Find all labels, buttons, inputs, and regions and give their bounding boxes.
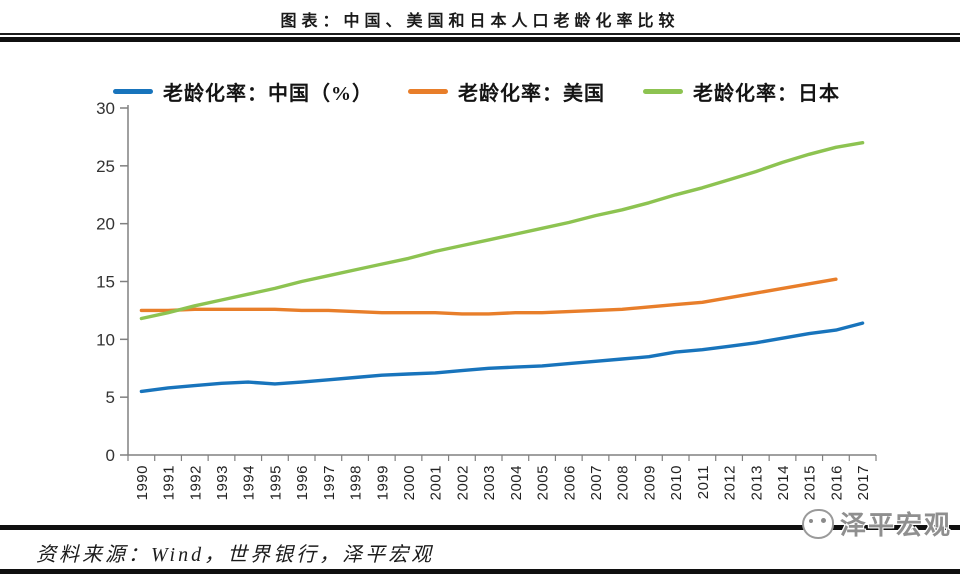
svg-text:1999: 1999 [374, 465, 391, 500]
svg-text:1992: 1992 [187, 465, 204, 500]
svg-text:1998: 1998 [348, 465, 365, 500]
legend-swatch-japan-icon [643, 88, 683, 94]
footer-divider-bottom [0, 569, 960, 574]
svg-text:2011: 2011 [695, 465, 712, 499]
legend-swatch-china-icon [113, 88, 153, 94]
svg-text:2005: 2005 [535, 465, 552, 500]
svg-text:2017: 2017 [855, 465, 872, 500]
svg-text:1996: 1996 [294, 465, 311, 500]
svg-text:2013: 2013 [748, 465, 765, 500]
svg-text:2016: 2016 [828, 465, 845, 500]
svg-text:1997: 1997 [321, 465, 338, 500]
svg-text:2010: 2010 [668, 465, 685, 500]
legend-item-us: 老龄化率：美国 [408, 79, 605, 105]
svg-text:2015: 2015 [802, 465, 819, 500]
svg-text:5: 5 [106, 388, 115, 407]
svg-text:2001: 2001 [428, 465, 445, 500]
svg-text:2003: 2003 [481, 465, 498, 500]
watermark-logo-icon [801, 508, 834, 539]
svg-text:2002: 2002 [454, 465, 471, 500]
watermark: 泽平宏观 [801, 505, 952, 542]
svg-text:2006: 2006 [561, 465, 578, 500]
line-chart: 0 5 10 15 20 25 30 1990 1991 1992 1993 1994 1995 1996… [96, 100, 877, 500]
legend-label-china: 老龄化率：中国（%） [163, 82, 373, 105]
svg-text:1990: 1990 [134, 465, 151, 500]
source-text: 资料来源：Wind，世界银行，泽平宏观 [36, 544, 435, 566]
svg-text:2000: 2000 [401, 465, 418, 500]
page-title: 图表：中国、美国和日本人口老龄化率比较 [280, 13, 680, 30]
svg-text:2007: 2007 [588, 465, 605, 500]
legend-label-japan: 老龄化率：日本 [693, 82, 840, 105]
svg-text:1994: 1994 [241, 465, 258, 500]
title-divider-thick [0, 37, 960, 42]
svg-text:2008: 2008 [615, 465, 632, 500]
svg-text:0: 0 [106, 446, 115, 465]
legend-label-us: 老龄化率：美国 [458, 82, 605, 105]
legend-swatch-us-icon [408, 88, 448, 94]
svg-text:10: 10 [96, 330, 115, 349]
svg-text:2012: 2012 [722, 465, 739, 500]
legend-item-japan: 老龄化率：日本 [643, 79, 840, 105]
svg-text:2004: 2004 [508, 465, 525, 500]
svg-text:1995: 1995 [267, 465, 284, 500]
title-divider-thin [0, 33, 960, 35]
svg-text:2014: 2014 [775, 465, 792, 500]
svg-text:20: 20 [96, 215, 115, 234]
svg-text:1993: 1993 [214, 465, 231, 500]
footer-divider-top [0, 525, 960, 530]
svg-text:25: 25 [96, 157, 115, 176]
svg-text:2009: 2009 [641, 465, 658, 500]
legend-item-china: 老龄化率：中国（%） [113, 79, 373, 105]
svg-text:1991: 1991 [161, 465, 178, 500]
svg-text:30: 30 [96, 100, 115, 118]
svg-text:15: 15 [96, 273, 115, 292]
watermark-text: 泽平宏观 [839, 511, 952, 540]
